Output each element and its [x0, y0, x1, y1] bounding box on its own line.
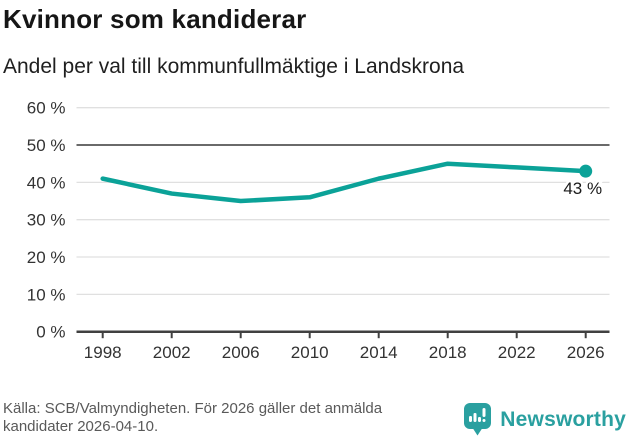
- x-tick-label: 2002: [153, 343, 191, 362]
- x-tick-label: 2022: [498, 343, 536, 362]
- source-line-2: kandidater 2026-04-10.: [3, 418, 159, 435]
- source-note: Källa: SCB/Valmyndigheten. För 2026 gäll…: [3, 400, 382, 436]
- x-tick-label: 2010: [291, 343, 329, 362]
- x-tick-label: 2026: [567, 343, 605, 362]
- x-tick-label: 2018: [429, 343, 467, 362]
- y-tick-label: 60 %: [27, 99, 66, 118]
- end-point-marker: [579, 164, 593, 178]
- data-line: [100, 161, 588, 204]
- x-tick-label: 2014: [360, 343, 398, 362]
- end-point-label: 43 %: [563, 179, 602, 198]
- chart-title: Kvinnor som kandiderar: [3, 4, 307, 34]
- chart-subtitle: Andel per val till kommunfullmäktige i L…: [3, 55, 465, 78]
- y-tick-label: 30 %: [27, 211, 66, 230]
- newsworthy-logo: Newsworthy: [463, 402, 626, 437]
- y-tick-label: 50 %: [27, 136, 66, 155]
- y-tick-label: 10 %: [27, 285, 66, 304]
- y-tick-label: 40 %: [27, 173, 66, 192]
- y-tick-label: 20 %: [27, 248, 66, 267]
- x-tick-label: 2006: [222, 343, 260, 362]
- y-tick-label: 0 %: [36, 323, 65, 342]
- line-chart: 0 % 10 % 20 % 30 % 40 % 50 % 60 % 1998 2002 2006 2…: [27, 99, 610, 362]
- x-tick-label: 1998: [84, 343, 122, 362]
- newsworthy-logo-icon: [464, 403, 492, 436]
- newsworthy-logo-text: Newsworthy: [500, 407, 626, 431]
- source-line-1: Källa: SCB/Valmyndigheten. För 2026 gäll…: [3, 400, 383, 417]
